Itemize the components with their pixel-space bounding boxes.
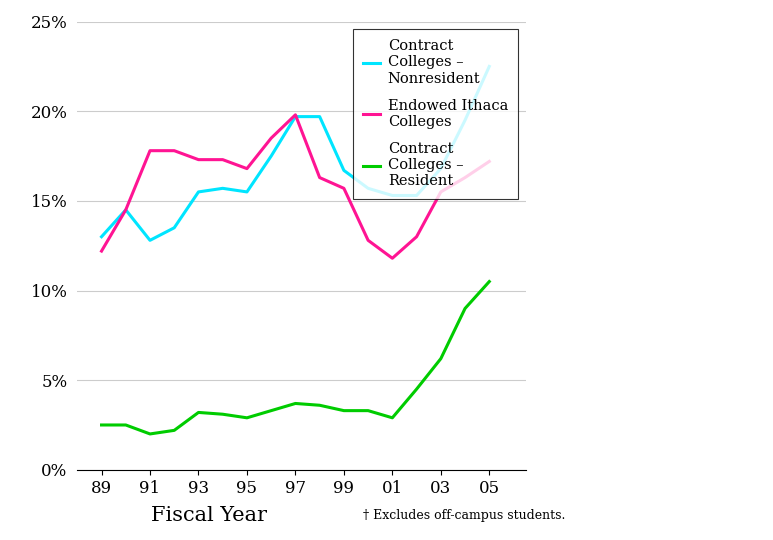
Text: † Excludes off-campus students.: † Excludes off-campus students. xyxy=(363,509,566,522)
Legend: Contract
Colleges –
Nonresident, Endowed Ithaca
Colleges, Contract
Colleges –
Re: Contract Colleges – Nonresident, Endowed… xyxy=(352,29,519,199)
Text: Fiscal Year: Fiscal Year xyxy=(151,506,267,525)
